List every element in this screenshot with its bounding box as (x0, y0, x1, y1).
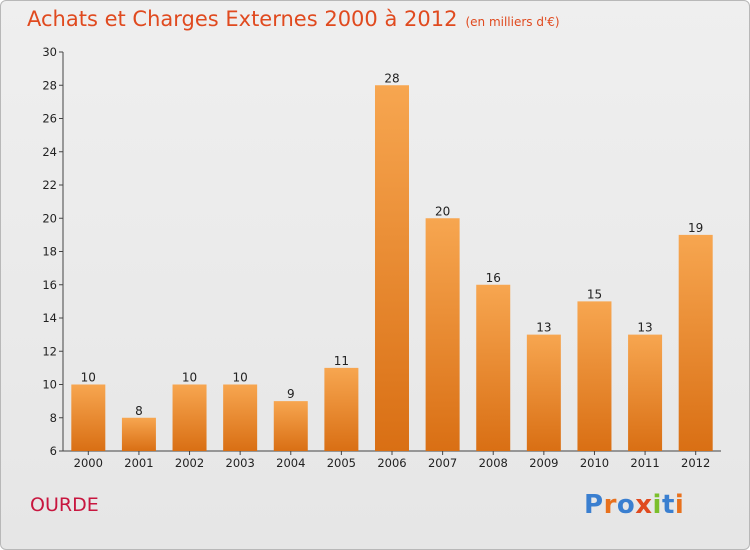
x-tick-label: 2006 (377, 456, 406, 470)
y-tick-label: 20 (42, 211, 57, 225)
bar-2009 (526, 334, 561, 451)
bar-2000 (71, 384, 106, 451)
bar-2011 (628, 334, 663, 451)
bar-2002 (172, 384, 207, 451)
x-tick-label: 2008 (479, 456, 508, 470)
y-tick-label: 16 (42, 278, 57, 292)
y-tick-label: 6 (50, 444, 57, 458)
data-label: 15 (587, 287, 602, 301)
y-tick-label: 28 (42, 78, 57, 92)
y-tick-label: 26 (42, 112, 57, 126)
bar-2004 (273, 401, 308, 451)
y-tick-label: 18 (42, 245, 57, 259)
x-tick-label: 2005 (327, 456, 356, 470)
chart-title: Achats et Charges Externes 2000 à 2012 (e… (27, 7, 560, 31)
data-label: 10 (182, 371, 197, 385)
bar-2003 (223, 384, 258, 451)
data-label: 19 (688, 221, 703, 235)
x-tick-label: 2012 (681, 456, 710, 470)
x-tick-label: 2009 (529, 456, 558, 470)
y-tick-label: 24 (42, 145, 57, 159)
data-label: 16 (486, 271, 501, 285)
data-label: 20 (435, 204, 450, 218)
x-tick-label: 2000 (74, 456, 103, 470)
bar-2008 (476, 284, 511, 451)
data-label: 13 (637, 321, 652, 335)
y-tick-label: 8 (50, 411, 57, 425)
bar-2010 (577, 301, 612, 451)
data-labels: 10 8 10 10 9 11 28 20 16 13 15 13 19 (81, 71, 704, 418)
logo-letter: r (603, 490, 617, 520)
bar-2001 (121, 417, 156, 451)
data-label: 28 (384, 71, 399, 85)
chart-title-text: Achats et Charges Externes 2000 à 2012 (27, 7, 458, 31)
y-tick-label: 30 (42, 45, 57, 59)
data-label: 13 (536, 321, 551, 335)
logo-letter: P (584, 490, 604, 520)
logo-letter: o (616, 490, 636, 520)
bars (71, 85, 713, 451)
logo-letter: i (652, 490, 662, 520)
x-tick-label: 2010 (580, 456, 609, 470)
x-tick-label: 2003 (226, 456, 255, 470)
data-label: 10 (233, 371, 248, 385)
x-tick-label: 2007 (428, 456, 457, 470)
logo-letter: x (635, 490, 653, 520)
proxiti-logo: Proxiti (584, 490, 684, 520)
x-tick-label: 2004 (276, 456, 305, 470)
logo-letter: i (674, 490, 685, 520)
bar-2005 (324, 367, 359, 451)
data-label: 11 (334, 354, 349, 368)
bar-2006 (375, 85, 409, 451)
y-tick-label: 14 (42, 311, 57, 325)
y-tick-label: 22 (42, 178, 57, 192)
x-tick-label: 2001 (124, 456, 153, 470)
axes: 6 8 10 12 14 16 18 20 22 24 26 28 30 2000 2001 2002 2003… (42, 45, 721, 470)
data-label: 9 (287, 387, 295, 401)
logo-letter: t (661, 490, 675, 520)
place-name: OURDE (30, 494, 99, 516)
data-label: 8 (135, 404, 143, 418)
y-tick-label: 12 (42, 344, 57, 358)
x-tick-label: 2002 (175, 456, 204, 470)
y-tick-label: 10 (42, 378, 57, 392)
chart-subtitle: (en milliers d'€) (465, 15, 560, 29)
data-label: 10 (81, 371, 96, 385)
bar-2007 (425, 218, 460, 451)
x-tick-label: 2011 (630, 456, 659, 470)
bar-2012 (678, 234, 713, 451)
